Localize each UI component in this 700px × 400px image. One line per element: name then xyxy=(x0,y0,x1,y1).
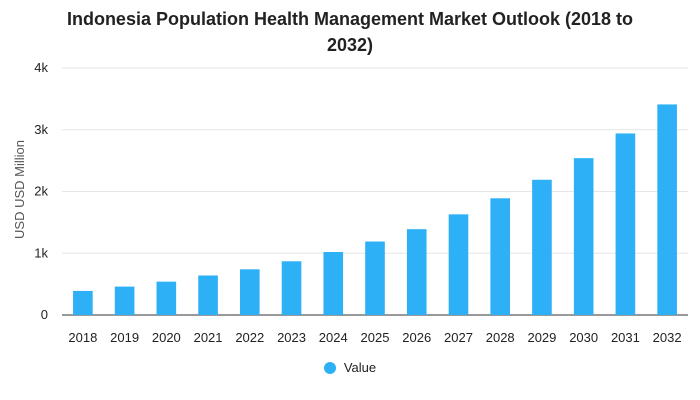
bar-2031 xyxy=(615,133,636,315)
y-tick-label: 2k xyxy=(34,184,48,199)
x-tick-label: 2025 xyxy=(361,330,390,345)
bar-2028 xyxy=(490,198,511,315)
x-tick-label: 2032 xyxy=(653,330,682,345)
y-tick-label: 3k xyxy=(34,122,48,137)
bar-2029 xyxy=(532,179,552,315)
x-tick-label: 2028 xyxy=(486,330,515,345)
bar-2021 xyxy=(198,275,218,315)
x-tick-label: 2027 xyxy=(444,330,473,345)
bar-2027 xyxy=(448,214,469,315)
bar-2030 xyxy=(573,158,594,315)
chart-title-line-2: 2032) xyxy=(326,35,374,55)
x-tick-label: 2019 xyxy=(110,330,139,345)
legend: Value xyxy=(0,360,700,375)
bar-2022 xyxy=(239,269,260,315)
legend-swatch xyxy=(323,361,336,374)
bar-2023 xyxy=(281,261,302,315)
x-tick-label: 2022 xyxy=(235,330,264,345)
legend-label: Value xyxy=(343,360,377,375)
y-tick-label: 4k xyxy=(34,60,48,75)
y-axis-title: USD USD Million xyxy=(12,140,27,239)
y-tick-label: 1k xyxy=(34,245,48,260)
bar-2020 xyxy=(156,281,177,315)
bar-2025 xyxy=(365,241,385,315)
x-tick-label: 2029 xyxy=(527,330,556,345)
bar-2019 xyxy=(114,286,135,315)
x-tick-label: 2026 xyxy=(402,330,431,345)
bar-2026 xyxy=(406,229,427,315)
x-tick-label: 2018 xyxy=(68,330,97,345)
x-tick-label: 2024 xyxy=(319,330,348,345)
x-tick-label: 2030 xyxy=(569,330,598,345)
bar-2024 xyxy=(323,252,344,315)
bar-2032 xyxy=(657,104,677,316)
chart-title: Indonesia Population Health Management M… xyxy=(0,6,700,58)
y-tick-label: 0 xyxy=(41,307,48,322)
x-tick-label: 2023 xyxy=(277,330,306,345)
chart-title-line-1: Indonesia Population Health Management M… xyxy=(66,9,634,29)
legend-item-value[interactable]: Value xyxy=(323,360,377,375)
x-tick-label: 2031 xyxy=(611,330,640,345)
bar-2018 xyxy=(73,290,93,315)
x-tick-label: 2021 xyxy=(194,330,223,345)
x-tick-label: 2020 xyxy=(152,330,181,345)
